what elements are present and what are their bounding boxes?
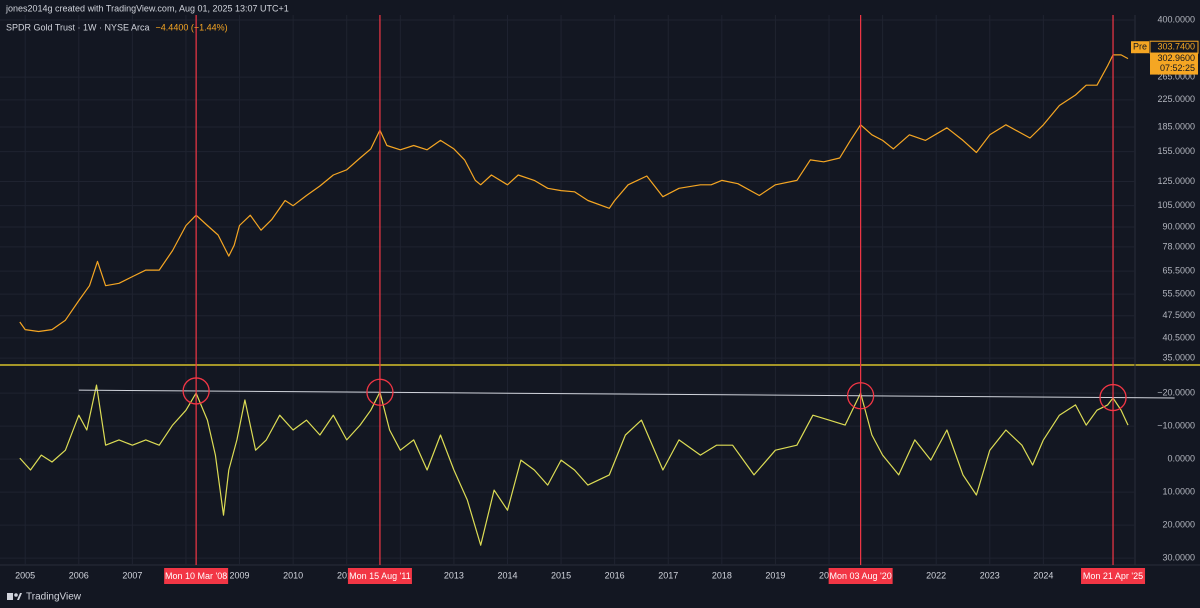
x-tick-label: 2011 <box>337 570 356 580</box>
y-tick-label: 185.0000 <box>1157 121 1195 131</box>
y-tick-label: 40.5000 <box>1162 332 1195 342</box>
x-tick-label: 2018 <box>712 570 732 580</box>
pre-tag-box <box>1131 41 1149 54</box>
y-tick-label: 0.0000 <box>1167 453 1195 463</box>
x-tick-label: 2014 <box>497 570 517 580</box>
y-tick-label: 125.0000 <box>1157 176 1195 186</box>
x-tick-label: 2005 <box>15 570 35 580</box>
y-tick-label: 30.0000 <box>1162 552 1195 562</box>
y-tick-label: 400.0000 <box>1157 14 1195 24</box>
date-label: Mon 15 Aug '11 <box>349 571 411 581</box>
trendline <box>78 389 1175 399</box>
last-price: 302.9600 <box>1157 53 1195 63</box>
y-tick-label: 265.0000 <box>1157 72 1195 82</box>
x-tick-label: 2024 <box>1033 570 1053 580</box>
logo <box>7 593 22 600</box>
pre-price: 303.7400 <box>1157 42 1195 52</box>
date-label-box <box>828 568 893 584</box>
date-label-box <box>1081 568 1146 584</box>
x-tick-label: 2009 <box>230 570 250 580</box>
highlight-circle <box>366 378 394 406</box>
legend-change: −4.4400 (−1.44%) <box>156 22 228 32</box>
x-tick-label: 2013 <box>444 570 464 580</box>
y-tick-label: 155.0000 <box>1157 146 1195 156</box>
countdown: 07:52:25 <box>1160 63 1195 73</box>
y-tick-label: −10.0000 <box>1157 420 1195 430</box>
highlight-circle <box>182 377 210 405</box>
series-line <box>19 384 1129 546</box>
y-tick-label: 65.5000 <box>1162 266 1195 276</box>
x-tick-label: 2006 <box>69 570 89 580</box>
date-label-box <box>347 568 412 584</box>
y-tick-label: 10.0000 <box>1162 486 1195 496</box>
x-tick-label: 2010 <box>283 570 303 580</box>
highlight-circle <box>1099 383 1127 412</box>
pre-tag: Pre <box>1133 42 1147 52</box>
legend-title: SPDR Gold Trust · 1W · NYSE Arca <box>6 22 150 32</box>
y-tick-label: 90.0000 <box>1162 221 1195 231</box>
date-label: Mon 10 Mar '08 <box>165 571 227 581</box>
footer: TradingView <box>26 592 82 603</box>
x-tick-label: 2007 <box>122 570 142 580</box>
x-tick-label: 2017 <box>658 570 678 580</box>
date-label: Mon 21 Apr '25 <box>1083 571 1143 581</box>
date-label: Mon 03 Aug '20 <box>829 571 891 581</box>
last-price-box <box>1150 52 1198 75</box>
y-tick-label: 55.5000 <box>1162 289 1195 299</box>
y-tick-label: 225.0000 <box>1157 94 1195 104</box>
series-line <box>19 54 1129 333</box>
y-tick-label: −20.0000 <box>1157 387 1195 397</box>
date-label-box <box>164 568 229 584</box>
x-tick-label: 2019 <box>765 570 785 580</box>
y-tick-label: 20.0000 <box>1162 519 1195 529</box>
y-tick-label: 78.0000 <box>1162 241 1195 251</box>
y-tick-label: 47.5000 <box>1162 310 1195 320</box>
x-tick-label: 2015 <box>551 570 571 580</box>
y-tick-label: 35.0000 <box>1162 353 1195 363</box>
y-tick-label: 105.0000 <box>1157 200 1195 210</box>
highlight-circle <box>846 382 875 410</box>
x-tick-label: 2016 <box>605 570 625 580</box>
x-tick-label: 2022 <box>926 570 946 580</box>
x-tick-label: 2023 <box>980 570 1000 580</box>
header: jones2014g created with TradingView.com,… <box>5 3 289 13</box>
